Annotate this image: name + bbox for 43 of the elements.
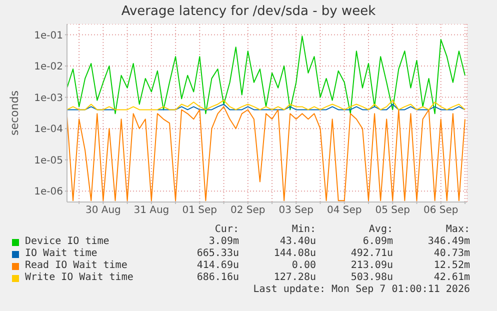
text: Max: bbox=[444, 224, 470, 236]
text: Min: bbox=[290, 224, 316, 236]
y-tick-label: 1e-03 bbox=[34, 92, 63, 104]
x-tick-label: 06 Sep bbox=[423, 205, 458, 216]
text: 127.28u bbox=[272, 272, 316, 284]
text: 12.52m bbox=[432, 260, 470, 272]
text: 42.61m bbox=[432, 272, 470, 284]
y-tick-label: 1e-05 bbox=[34, 155, 63, 166]
x-tick-label: 31 Aug bbox=[134, 205, 170, 216]
text: 40.73m bbox=[432, 248, 470, 260]
text: 3.09m bbox=[208, 236, 239, 248]
legend-label: Read IO Wait time bbox=[24, 260, 128, 272]
legend-label: Device IO time bbox=[24, 236, 110, 248]
text: 686.16u bbox=[196, 272, 239, 284]
text: Avg: bbox=[368, 224, 393, 236]
text: Last update: Mon Sep 7 01:00:11 2026 bbox=[252, 284, 470, 296]
y-axis-title: seconds bbox=[8, 90, 21, 136]
y-tick-label: 1e-01 bbox=[34, 30, 63, 42]
text: 346.49m bbox=[426, 236, 470, 248]
y-tick-label: 1e-02 bbox=[34, 62, 63, 73]
x-tick-label: 04 Sep bbox=[327, 205, 362, 216]
x-tick-label: 30 Aug bbox=[85, 205, 121, 216]
y-tick-label: 1e-04 bbox=[34, 124, 63, 136]
x-tick-label: 01 Sep bbox=[182, 205, 218, 216]
x-tick-label: 03 Sep bbox=[278, 205, 314, 216]
text: 0.00 bbox=[290, 260, 316, 272]
text: 213.09u bbox=[350, 260, 393, 272]
legend-label: Write IO Wait time bbox=[24, 272, 134, 284]
text: 503.98u bbox=[350, 272, 393, 284]
line-series bbox=[67, 100, 466, 110]
text: 43.40u bbox=[278, 236, 316, 248]
legend-label: IO Wait time bbox=[24, 248, 98, 260]
x-tick-label: 02 Sep bbox=[230, 205, 266, 216]
text: 414.69u bbox=[196, 260, 239, 272]
text: 144.08u bbox=[272, 248, 316, 260]
text: 492.71u bbox=[350, 248, 393, 260]
line-series bbox=[67, 36, 466, 114]
chart-title: Average latency for /dev/sda - by week bbox=[120, 4, 377, 19]
text: Cur: bbox=[214, 224, 239, 236]
x-tick-label: 05 Sep bbox=[375, 205, 410, 216]
text: 665.33u bbox=[196, 248, 239, 260]
y-tick-label: 1e-06 bbox=[34, 186, 63, 198]
text: 6.09m bbox=[362, 236, 393, 248]
